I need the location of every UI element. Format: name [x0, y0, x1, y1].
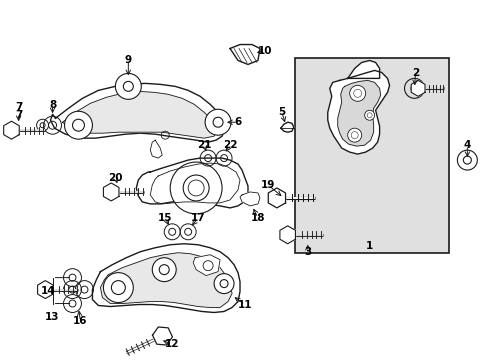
Circle shape	[64, 111, 92, 139]
Polygon shape	[103, 183, 119, 201]
Text: 2: 2	[411, 68, 418, 78]
Circle shape	[214, 274, 234, 293]
Text: 17: 17	[190, 213, 205, 223]
Text: 7: 7	[15, 102, 22, 112]
Polygon shape	[193, 255, 220, 276]
Text: 11: 11	[237, 300, 252, 310]
Polygon shape	[337, 80, 380, 146]
Text: 7: 7	[15, 110, 22, 120]
Circle shape	[170, 162, 222, 214]
Circle shape	[103, 273, 133, 302]
Text: 19: 19	[260, 180, 275, 190]
Polygon shape	[150, 140, 162, 158]
Polygon shape	[229, 45, 260, 64]
Polygon shape	[280, 122, 293, 132]
Circle shape	[152, 258, 176, 282]
Text: 1: 1	[366, 241, 372, 251]
Text: 16: 16	[73, 316, 87, 327]
Circle shape	[115, 73, 141, 99]
Polygon shape	[50, 84, 224, 142]
Text: 9: 9	[124, 55, 132, 66]
Polygon shape	[268, 188, 285, 208]
Text: 21: 21	[197, 140, 211, 150]
Text: 6: 6	[234, 117, 241, 127]
Circle shape	[204, 109, 230, 135]
Text: 18: 18	[250, 213, 264, 223]
Circle shape	[364, 110, 374, 120]
Circle shape	[347, 128, 361, 142]
Text: 22: 22	[223, 140, 237, 150]
Bar	[294, 58, 448, 253]
Polygon shape	[152, 327, 172, 345]
Text: 12: 12	[164, 339, 179, 349]
Text: 14: 14	[41, 285, 56, 296]
Polygon shape	[62, 91, 218, 138]
Circle shape	[349, 85, 365, 101]
Text: 3: 3	[304, 247, 311, 257]
Polygon shape	[410, 80, 424, 96]
Text: 20: 20	[108, 173, 122, 183]
Polygon shape	[38, 280, 53, 298]
Text: 4: 4	[463, 140, 470, 150]
Text: 5: 5	[278, 107, 285, 117]
Polygon shape	[92, 244, 240, 312]
Polygon shape	[100, 253, 232, 307]
Text: 13: 13	[45, 312, 60, 323]
Text: 10: 10	[257, 45, 272, 55]
Polygon shape	[279, 226, 295, 244]
Text: 15: 15	[158, 213, 172, 223]
Polygon shape	[327, 71, 389, 154]
Polygon shape	[4, 121, 19, 139]
Polygon shape	[240, 192, 260, 206]
Text: 8: 8	[49, 100, 56, 110]
Polygon shape	[347, 60, 379, 78]
Polygon shape	[136, 158, 247, 208]
